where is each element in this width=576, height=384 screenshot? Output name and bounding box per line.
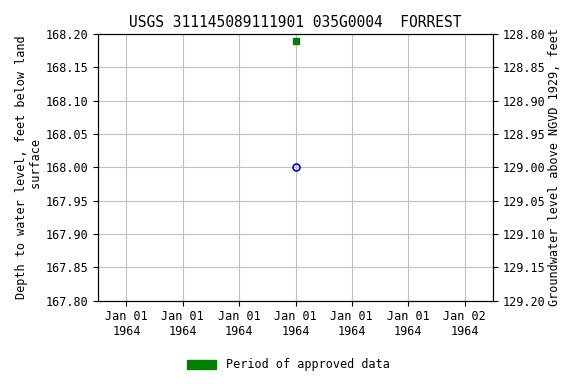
Legend: Period of approved data: Period of approved data	[182, 354, 394, 376]
Y-axis label: Depth to water level, feet below land
 surface: Depth to water level, feet below land su…	[15, 35, 43, 299]
Y-axis label: Groundwater level above NGVD 1929, feet: Groundwater level above NGVD 1929, feet	[548, 28, 561, 306]
Title: USGS 311145089111901 035G0004  FORREST: USGS 311145089111901 035G0004 FORREST	[129, 15, 462, 30]
